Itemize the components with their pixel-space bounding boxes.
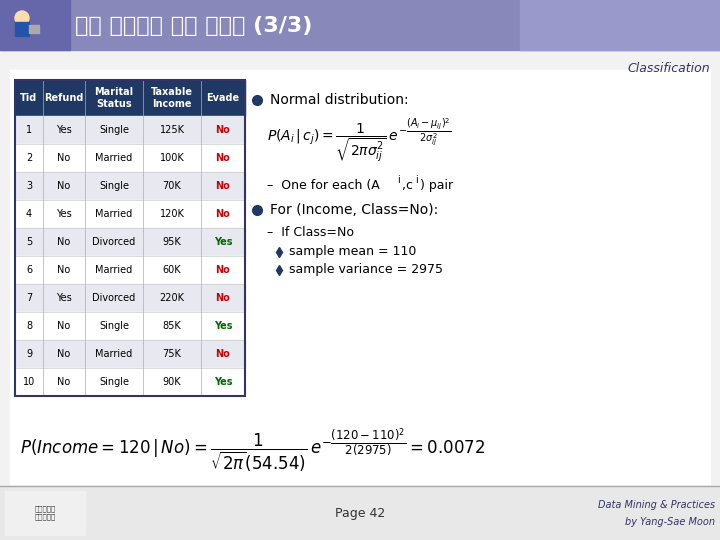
Text: Divorced: Divorced [92,237,135,247]
Bar [15,116,245,144]
Text: Single: Single [99,125,129,135]
Text: Yes: Yes [56,125,72,135]
Text: i: i [397,175,400,185]
Text: Married: Married [95,209,132,219]
Text: 10: 10 [23,377,35,387]
Text: 훈련 집합에서 확률 구하기 (3/3): 훈련 집합에서 확률 구하기 (3/3) [75,16,312,36]
Text: 100K: 100K [160,153,184,163]
Text: 70K: 70K [163,181,181,191]
Text: 120K: 120K [160,209,184,219]
Bar [0,486,720,540]
Bar [15,368,245,396]
Bar [0,0,720,50]
Text: Taxable
Income: Taxable Income [151,87,193,109]
Text: sample mean = 110: sample mean = 110 [289,246,416,259]
Text: 4: 4 [26,209,32,219]
Text: ) pair: ) pair [420,179,453,192]
Text: –  One for each (A: – One for each (A [267,179,379,192]
Text: No: No [58,237,71,247]
Text: No: No [58,349,71,359]
Text: 95K: 95K [163,237,181,247]
Text: Tid: Tid [20,93,37,103]
Bar [15,172,245,200]
Bar [520,0,720,50]
Text: Married: Married [95,153,132,163]
Text: Yes: Yes [56,293,72,303]
Text: Single: Single [99,377,129,387]
Text: 6: 6 [26,265,32,275]
Text: No: No [58,181,71,191]
Bar [15,80,245,396]
Text: Data Mining & Practices: Data Mining & Practices [598,500,715,510]
Text: 7: 7 [26,293,32,303]
Text: sample variance = 2975: sample variance = 2975 [289,264,443,276]
Text: Yes: Yes [214,237,233,247]
Bar [15,284,245,312]
Text: Page 42: Page 42 [335,507,385,519]
Text: Yes: Yes [214,321,233,331]
Bar [15,340,245,368]
Text: i: i [415,175,418,185]
Bar [15,80,245,116]
Text: Classification: Classification [627,62,710,75]
Text: 강원대학교
정보대학원: 강원대학교 정보대학원 [35,506,55,520]
Text: Normal distribution:: Normal distribution: [270,93,409,107]
Text: No: No [215,349,230,359]
Text: Divorced: Divorced [92,293,135,303]
Text: Yes: Yes [214,377,233,387]
Bar [10,70,710,485]
Text: 85K: 85K [163,321,181,331]
Bar [15,22,29,36]
Text: No: No [58,321,71,331]
Text: No: No [215,153,230,163]
Text: 5: 5 [26,237,32,247]
Text: No: No [58,265,71,275]
Text: $P(Income=120\,|\,No) = \dfrac{1}{\sqrt{2\pi}(54.54)}\,e^{-\dfrac{(120-110)^2}{2: $P(Income=120\,|\,No) = \dfrac{1}{\sqrt{… [20,426,485,474]
Text: 8: 8 [26,321,32,331]
Text: –  If Class=No: – If Class=No [267,226,354,239]
Text: 1: 1 [26,125,32,135]
Circle shape [15,11,29,25]
Text: 75K: 75K [163,349,181,359]
Bar [0,0,70,50]
Text: Refund: Refund [45,93,84,103]
Text: Married: Married [95,349,132,359]
Bar [15,256,245,284]
Text: by Yang-Sae Moon: by Yang-Sae Moon [625,517,715,527]
Text: 125K: 125K [160,125,184,135]
Text: $P(A_i\,|\,c_j) = \dfrac{1}{\sqrt{2\pi\sigma_{ij}^2}}\,e^{-\dfrac{(A_i-\mu_{ij}): $P(A_i\,|\,c_j) = \dfrac{1}{\sqrt{2\pi\s… [267,117,451,164]
Text: Single: Single [99,181,129,191]
Text: 60K: 60K [163,265,181,275]
Text: No: No [215,293,230,303]
Text: 9: 9 [26,349,32,359]
Bar [15,312,245,340]
Text: Married: Married [95,265,132,275]
Text: No: No [215,181,230,191]
Text: No: No [58,377,71,387]
Bar [15,144,245,172]
Bar [15,228,245,256]
Text: No: No [215,209,230,219]
Text: Yes: Yes [56,209,72,219]
Text: Marital
Status: Marital Status [94,87,134,109]
Bar [29,25,39,33]
Text: No: No [58,153,71,163]
Bar [15,200,245,228]
Text: No: No [215,125,230,135]
Text: ,c: ,c [402,179,413,192]
Text: No: No [215,265,230,275]
Bar [5,491,85,535]
Text: 90K: 90K [163,377,181,387]
Text: 2: 2 [26,153,32,163]
Text: Single: Single [99,321,129,331]
Text: 3: 3 [26,181,32,191]
Text: Evade: Evade [207,93,240,103]
Text: For (Income, Class=No):: For (Income, Class=No): [270,203,438,217]
Text: 220K: 220K [160,293,184,303]
